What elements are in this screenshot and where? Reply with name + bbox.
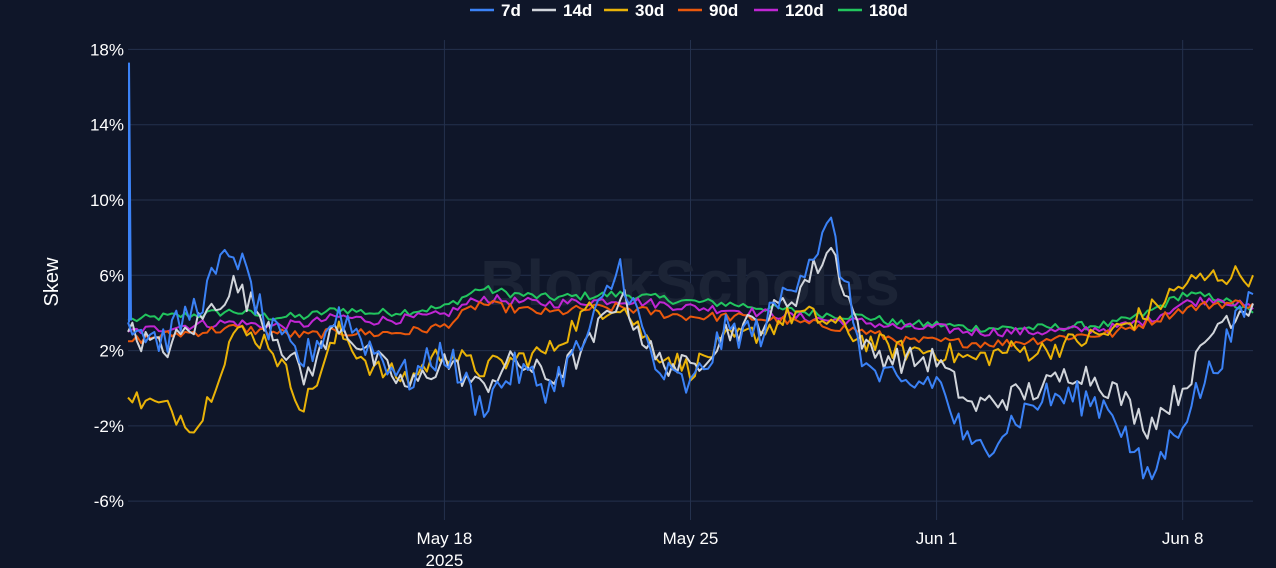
series-lines (127, 62, 1254, 481)
x-tick-label: Jun 8 (1162, 529, 1204, 548)
x-tick-year-label: 2025 (425, 551, 463, 568)
series-spike-7d (128, 62, 132, 323)
x-tick-label: May 18 (417, 529, 473, 548)
series-line-14d (127, 246, 1254, 440)
x-axis: May 18 2025 May 25 Jun 1 Jun 8 (417, 529, 1204, 568)
legend-item-90d[interactable]: 90d (678, 1, 738, 20)
y-tick-label: 18% (90, 40, 124, 59)
y-axis: -6% -2% 2% 6% 10% 14% 18% (90, 40, 124, 511)
legend-label: 30d (635, 1, 664, 20)
y-tick-label: -2% (94, 417, 124, 436)
y-tick-label: 6% (99, 266, 124, 285)
series-line-90d (128, 299, 1254, 349)
legend-label: 120d (785, 1, 824, 20)
x-tick-label: May 25 (663, 529, 719, 548)
y-tick-label: 14% (90, 116, 124, 135)
y-tick-label: -6% (94, 492, 124, 511)
y-axis-title: Skew (41, 257, 63, 306)
legend-item-14d[interactable]: 14d (532, 1, 592, 20)
legend-item-180d[interactable]: 180d (838, 1, 908, 20)
legend: 7d 14d 30d 90d 120d 180d (470, 1, 908, 20)
legend-label: 90d (709, 1, 738, 20)
y-tick-label: 10% (90, 191, 124, 210)
legend-label: 7d (501, 1, 521, 20)
legend-item-7d[interactable]: 7d (470, 1, 521, 20)
y-tick-label: 2% (99, 342, 124, 361)
legend-label: 14d (563, 1, 592, 20)
series-line-120d (127, 294, 1254, 338)
watermark-text: BlockScholes (480, 247, 900, 319)
legend-item-30d[interactable]: 30d (604, 1, 664, 20)
legend-item-120d[interactable]: 120d (754, 1, 824, 20)
x-tick-label: Jun 1 (916, 529, 958, 548)
legend-label: 180d (869, 1, 908, 20)
series-line-7d (127, 216, 1254, 481)
